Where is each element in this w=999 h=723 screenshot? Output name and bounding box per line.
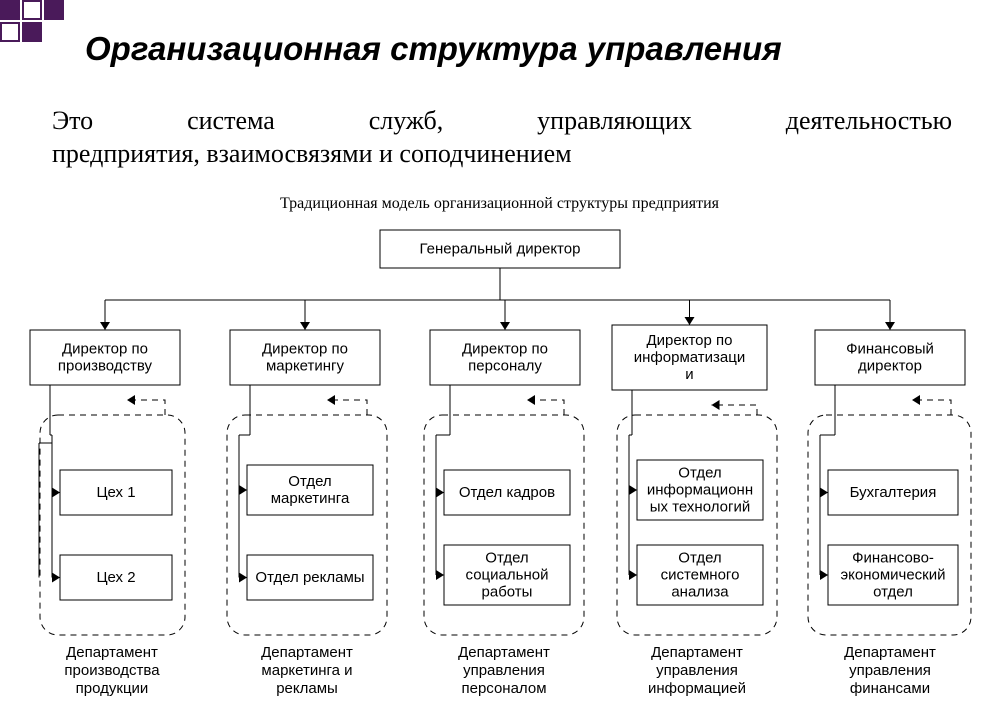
arrow-head-icon	[820, 488, 828, 498]
unit-node-label: работы	[482, 583, 533, 600]
department-group	[227, 415, 387, 635]
unit-node-label: ых технологий	[650, 498, 750, 515]
arrow-head-icon	[436, 570, 444, 580]
decor-square	[44, 0, 64, 20]
department-label: управления	[463, 662, 545, 679]
department-label: персоналом	[461, 680, 546, 697]
page-subtitle: Это система служб, управляющих деятельно…	[52, 105, 952, 170]
unit-node-label: анализа	[671, 583, 729, 600]
decor-square	[22, 0, 42, 20]
root-node-label: Генеральный директор	[420, 240, 581, 257]
arrow-head-icon	[239, 485, 247, 495]
director-node-label: и	[685, 366, 693, 383]
unit-node-label: Финансово-	[852, 549, 934, 566]
director-node-label: информатизаци	[634, 349, 745, 366]
director-node-label: Финансовый	[846, 340, 934, 357]
arrow-head-icon	[629, 570, 637, 580]
director-node-label: производству	[58, 357, 153, 374]
unit-node-label: Отдел кадров	[459, 484, 555, 501]
unit-node-label: Отдел	[678, 464, 721, 481]
arrow-head-icon	[100, 322, 110, 330]
arrow-head-icon	[239, 573, 247, 583]
arrow-head-icon	[127, 395, 135, 405]
director-node-label: маркетингу	[266, 357, 345, 374]
subtitle-line: предприятия, взаимосвязями и соподчинени…	[52, 138, 952, 171]
unit-node-label: Бухгалтерия	[850, 484, 937, 501]
decor-square	[22, 22, 42, 42]
arrow-head-icon	[436, 488, 444, 498]
director-node-label: Директор по	[462, 340, 548, 357]
arrow-head-icon	[500, 322, 510, 330]
department-group	[40, 415, 185, 635]
department-label: информацией	[648, 680, 746, 697]
arrow-head-icon	[685, 317, 695, 325]
unit-node-label: Отдел	[485, 549, 528, 566]
slide: Организационная структура управления Это…	[0, 0, 999, 723]
director-node-label: Директор по	[62, 340, 148, 357]
unit-node-label: отдел	[873, 583, 913, 600]
decor-square	[0, 0, 20, 20]
department-label: рекламы	[276, 680, 338, 697]
unit-node-label: Цех 1	[96, 484, 135, 501]
unit-node-label: системного	[661, 566, 740, 583]
page-title: Организационная структура управления	[85, 30, 969, 68]
unit-node-label: Цех 2	[96, 569, 135, 586]
decor-square	[0, 22, 20, 42]
arrow-head-icon	[52, 573, 60, 583]
department-label: управления	[656, 662, 738, 679]
arrow-head-icon	[300, 322, 310, 330]
unit-node-label: информационн	[647, 481, 753, 498]
arrow-head-icon	[527, 395, 535, 405]
arrow-head-icon	[820, 570, 828, 580]
director-node-label: персоналу	[468, 357, 542, 374]
unit-node-label: Отдел	[678, 549, 721, 566]
unit-node-label: социальной	[466, 566, 549, 583]
department-label: производства	[64, 662, 160, 679]
department-label: Департамент	[844, 644, 936, 661]
director-node-label: Директор по	[262, 340, 348, 357]
department-label: Департамент	[458, 644, 550, 661]
department-label: финансами	[850, 680, 930, 697]
director-node-label: Директор по	[647, 332, 733, 349]
arrow-head-icon	[712, 400, 720, 410]
subtitle-line: Это система служб, управляющих деятельно…	[52, 105, 952, 138]
unit-node-label: Отдел рекламы	[255, 569, 364, 586]
arrow-head-icon	[629, 485, 637, 495]
unit-node-label: Отдел	[288, 473, 331, 490]
diagram-caption: Традиционная модель организационной стру…	[0, 195, 999, 213]
org-chart: Генеральный директорДиректор попроизводс…	[0, 215, 999, 723]
unit-node-label: экономический	[840, 566, 945, 583]
arrow-head-icon	[52, 488, 60, 498]
department-label: маркетинга и	[261, 662, 352, 679]
department-label: управления	[849, 662, 931, 679]
arrow-head-icon	[885, 322, 895, 330]
department-label: продукции	[76, 680, 149, 697]
arrow-head-icon	[912, 395, 920, 405]
department-label: Департамент	[261, 644, 353, 661]
department-label: Департамент	[651, 644, 743, 661]
department-label: Департамент	[66, 644, 158, 661]
arrow-head-icon	[327, 395, 335, 405]
unit-node-label: маркетинга	[271, 490, 350, 507]
director-node-label: директор	[858, 357, 922, 374]
